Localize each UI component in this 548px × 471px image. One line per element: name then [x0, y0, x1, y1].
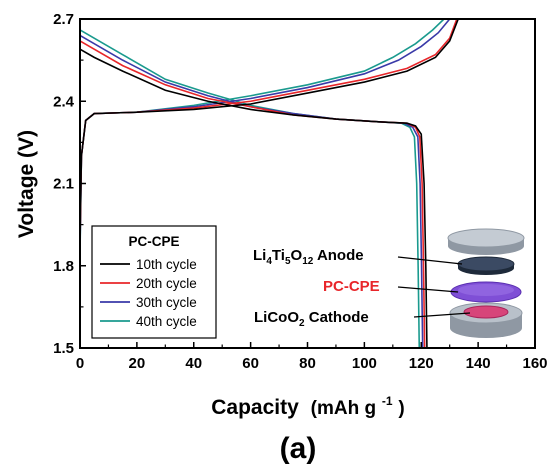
- y-tick-label: 1.8: [53, 258, 74, 275]
- anode-disc: [457, 256, 515, 275]
- x-tick-label: 40: [185, 355, 202, 372]
- anode-label-part: Anode: [313, 247, 363, 264]
- series-line-charge-40th-cycle: [80, 19, 445, 255]
- legend-label: 30th cycle: [136, 295, 197, 310]
- x-axis-ticks: 0 20 40 60 80 100 120 140 160: [76, 342, 548, 372]
- cell-illustration: [397, 228, 525, 338]
- anode-label-sub: 12: [302, 256, 314, 267]
- legend-label: 10th cycle: [136, 257, 197, 272]
- anode-label-sub: 5: [285, 256, 291, 267]
- legend-box: [91, 225, 217, 339]
- cathode-can: [449, 302, 523, 338]
- membrane-label: PC-CPE: [323, 278, 380, 295]
- x-axis-title-main: Capacity: [211, 396, 299, 419]
- cathode-label: LiCoO2 Cathode: [254, 309, 369, 329]
- anode-label-sub: 4: [266, 256, 272, 267]
- legend-items: 10th cycle 20th cycle 30th cycle 40th cycle: [100, 257, 197, 329]
- x-axis-title-unit-close: ): [398, 398, 404, 419]
- x-tick-label: 60: [242, 355, 259, 372]
- anode-label-part: O: [291, 247, 303, 264]
- cathode-label-part: Cathode: [305, 309, 369, 326]
- top-cap-disc: [447, 228, 525, 255]
- membrane-leader-line: [397, 286, 459, 293]
- anode-label-part: Ti: [272, 247, 285, 264]
- membrane-disc: [450, 281, 522, 303]
- series-line-charge-10th-cycle: [80, 19, 459, 239]
- x-tick-label: 80: [299, 355, 316, 372]
- y-tick-label: 1.5: [53, 340, 74, 357]
- legend: PC-CPE 10th cycle 20th cycle 30th cycle 40t…: [91, 225, 217, 339]
- x-axis-title-unit: (mAh g: [311, 398, 376, 419]
- x-tick-label: 140: [466, 355, 491, 372]
- anode-label: Li4Ti5O12 Anode: [253, 247, 364, 267]
- cathode-label-sub: 2: [299, 318, 305, 329]
- anode-leader-line: [397, 256, 463, 265]
- x-axis-title: Capacity (mAh g -1 ): [211, 387, 405, 419]
- legend-title: PC-CPE: [128, 234, 179, 249]
- anode-label-part: Li: [253, 247, 266, 264]
- series-line-charge-30th-cycle: [80, 19, 451, 250]
- y-tick-label: 2.7: [53, 11, 74, 28]
- x-tick-label: 120: [409, 355, 434, 372]
- series-line-discharge-10th-cycle: [80, 48, 428, 348]
- y-axis-ticks: 1.5 1.8 2.1 2.4 2.7: [53, 11, 86, 357]
- x-axis-title-unit-sup: -1: [382, 394, 393, 408]
- x-tick-label: 160: [522, 355, 547, 372]
- panel-label: (a): [280, 432, 317, 465]
- legend-label: 40th cycle: [136, 314, 197, 329]
- legend-label: 20th cycle: [136, 276, 197, 291]
- cathode-label-part: LiCoO: [254, 309, 299, 326]
- y-tick-label: 2.1: [53, 176, 74, 193]
- plot-lines: [80, 19, 459, 348]
- y-axis-title: Voltage (V): [15, 130, 38, 238]
- cathode-leader-line: [413, 312, 471, 318]
- x-tick-label: 100: [352, 355, 377, 372]
- y-tick-label: 2.4: [53, 93, 75, 110]
- x-tick-label: 0: [76, 355, 84, 372]
- x-tick-label: 20: [129, 355, 146, 372]
